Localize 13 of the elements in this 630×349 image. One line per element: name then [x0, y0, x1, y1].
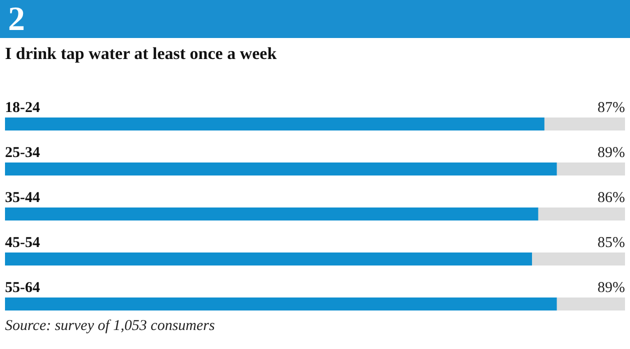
- y-tick-label: 18-24: [5, 100, 40, 116]
- data-label: 89%: [598, 280, 625, 296]
- text: 2: [8, 1, 25, 38]
- chart-title: I drink tap water at least once a week: [5, 44, 278, 63]
- source-note: Source: survey of 1,053 consumers: [5, 318, 215, 334]
- y-tick-label: 45-54: [5, 235, 40, 251]
- data-label: 87%: [598, 100, 625, 116]
- data-label: 89%: [598, 145, 625, 161]
- data-label: 85%: [598, 235, 625, 251]
- y-tick-label: 35-44: [5, 190, 40, 206]
- data-label: 86%: [598, 190, 625, 206]
- y-tick-label: 55-64: [5, 280, 40, 296]
- y-tick-label: 25-34: [5, 145, 40, 161]
